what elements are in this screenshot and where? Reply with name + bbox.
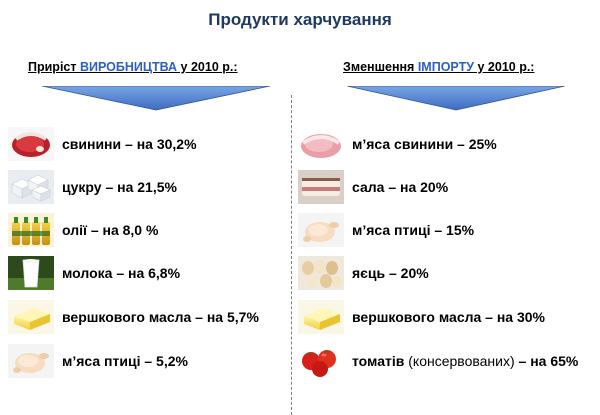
item-label: цукру – на 21,5% (62, 179, 177, 195)
pork-meat-icon (298, 127, 344, 161)
list-item: олії – на 8,0 % (8, 213, 158, 247)
item-label-part: (консервованих) (408, 353, 515, 369)
tomatoes-icon (298, 344, 344, 378)
list-item: сала – на 20% (298, 170, 448, 204)
poultry-icon (298, 213, 344, 247)
poultry-icon (8, 344, 54, 378)
heading-accent: ІМПОРТУ (417, 60, 475, 74)
pork-meat-icon (8, 127, 54, 161)
butter-icon (298, 300, 344, 334)
item-label: свинини – на 30,2% (62, 136, 197, 152)
page-title: Продукти харчування (208, 10, 392, 29)
heading-prefix: Приріст (28, 60, 80, 74)
list-item: м’яса птиці – 5,2% (8, 344, 188, 378)
list-item: яєць – 20% (298, 256, 429, 290)
item-label: сала – на 20% (352, 179, 449, 195)
list-item: вершкового масла – на 5,7% (8, 300, 259, 334)
heading-prefix: Зменшення (343, 60, 418, 74)
item-label-part: – на 65% (514, 353, 579, 369)
item-label: м’яса свинини – 25% (352, 136, 497, 152)
right-down-arrow (347, 86, 565, 111)
left-down-arrow (42, 86, 270, 111)
lard-icon (298, 170, 344, 204)
heading-accent: ВИРОБНИЦТВА (79, 60, 178, 74)
sugar-cubes-icon (8, 170, 54, 204)
list-item: вершкового масла – на 30% (298, 300, 545, 334)
list-item: свинини – на 30,2% (8, 127, 197, 161)
list-item: молока – на 6,8% (8, 256, 180, 290)
item-label: вершкового масла – на 30% (352, 309, 546, 325)
item-label: молока – на 6,8% (62, 265, 181, 281)
item-label-part: томатів (352, 353, 409, 369)
production-growth-heading: Приріст ВИРОБНИЦТВА у 2010 р.: (28, 60, 238, 74)
list-item: м’яса птиці – 15% (298, 213, 474, 247)
item-label: томатів (консервованих) – на 65% (352, 353, 578, 369)
list-item: цукру – на 21,5% (8, 170, 177, 204)
item-label: м’яса птиці – 15% (352, 222, 475, 238)
list-item: томатів (консервованих) – на 65% (298, 344, 578, 378)
column-divider (291, 95, 292, 415)
item-label: вершкового масла – на 5,7% (62, 309, 259, 325)
heading-suffix: у 2010 р.: (474, 60, 535, 74)
import-decrease-heading: Зменшення ІМПОРТУ у 2010 р.: (343, 60, 534, 74)
milk-glass-icon (8, 256, 54, 290)
heading-suffix: у 2010 р.: (177, 60, 238, 74)
list-item: м’яса свинини – 25% (298, 127, 497, 161)
item-label: м’яса птиці – 5,2% (62, 353, 188, 369)
butter-icon (8, 300, 54, 334)
item-label: яєць – 20% (352, 265, 429, 281)
item-label: олії – на 8,0 % (62, 222, 159, 238)
oil-bottles-icon (8, 213, 54, 247)
eggs-icon (298, 256, 344, 290)
